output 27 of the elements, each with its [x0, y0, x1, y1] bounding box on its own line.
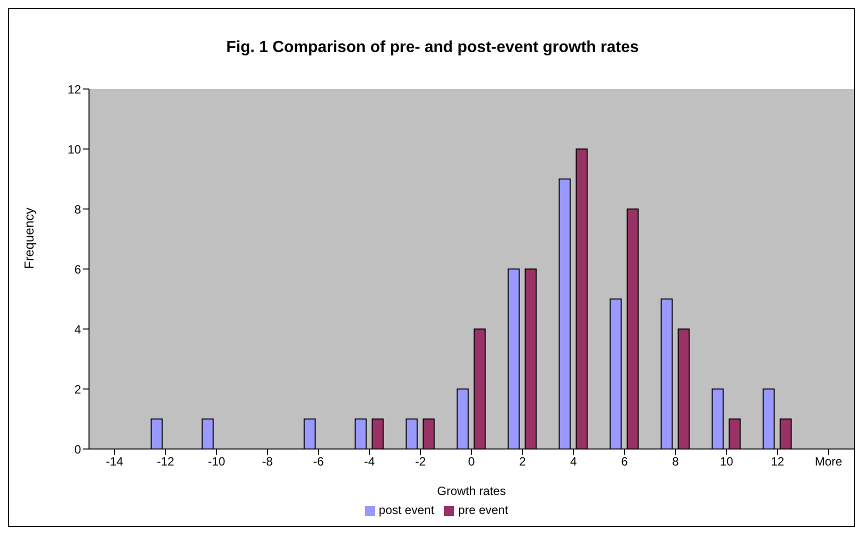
- x-tick-label: 8: [672, 454, 680, 469]
- x-tick-label: 12: [770, 454, 784, 469]
- y-tick-label: 2: [74, 382, 82, 396]
- legend-label: post event: [378, 503, 434, 517]
- x-axis-title: Growth rates: [437, 484, 506, 498]
- x-tick-label: -8: [262, 454, 274, 469]
- y-tick-label: 12: [68, 82, 82, 96]
- x-tick-label: More: [814, 454, 842, 469]
- x-tick-label: -12: [156, 454, 174, 469]
- chart-title: Fig. 1 Comparison of pre- and post-event growth rates: [225, 39, 640, 57]
- y-axis-title: Frequency: [22, 207, 37, 269]
- y-tick-label: 0: [74, 442, 82, 456]
- x-tick-label: -14: [106, 454, 124, 469]
- x-tick-label: 0: [468, 454, 476, 469]
- y-tick-label: 8: [74, 202, 82, 216]
- y-tick-label: 6: [74, 262, 82, 276]
- x-tick-label: 10: [720, 454, 734, 469]
- x-tick-label: 4: [570, 454, 578, 469]
- x-tick-label: -10: [208, 454, 226, 469]
- legend-label: pre event: [458, 503, 508, 517]
- x-tick-label: 2: [519, 454, 526, 469]
- x-tick-label: 6: [621, 454, 628, 469]
- x-tick-label: -4: [364, 454, 376, 469]
- y-tick-label: 4: [74, 322, 82, 336]
- x-tick-label: -2: [415, 454, 426, 469]
- y-tick-label: 10: [68, 142, 82, 156]
- x-tick-label: -6: [313, 454, 324, 469]
